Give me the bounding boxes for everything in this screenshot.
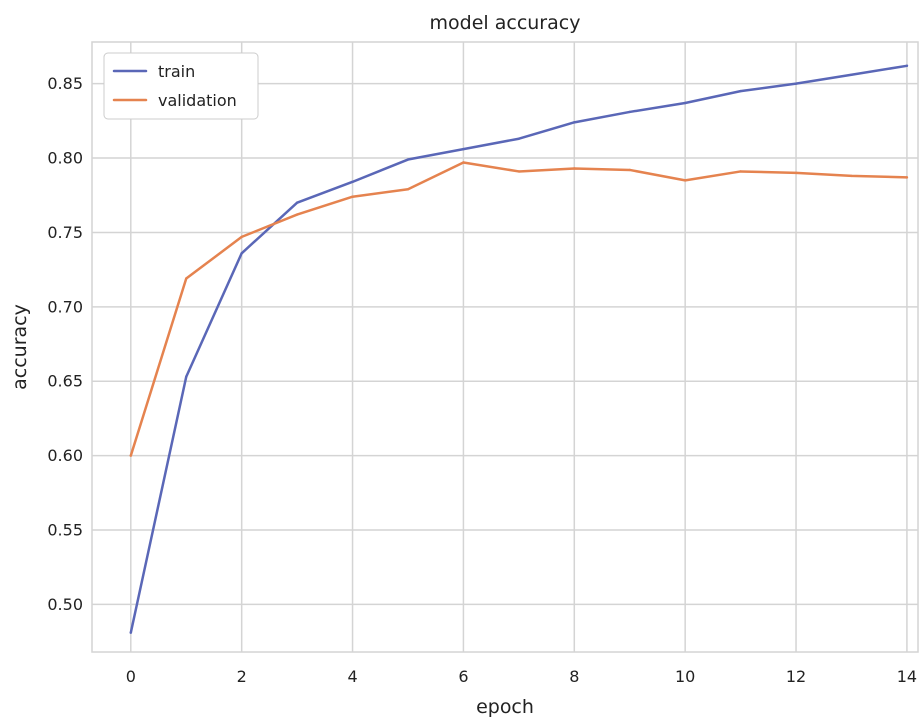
chart-title: model accuracy (430, 12, 581, 34)
data-point-train (683, 101, 687, 105)
x-tick-label: 14 (897, 667, 917, 686)
x-tick-label: 2 (237, 667, 247, 686)
y-tick-label: 0.85 (47, 74, 83, 93)
data-point-validation (683, 179, 687, 182)
data-point-validation (573, 167, 576, 170)
plot-area-frame (91, 41, 919, 653)
x-tick-label: 0 (126, 667, 136, 686)
data-point-train (573, 121, 576, 124)
data-point-validation (240, 235, 243, 239)
data-point-train (185, 375, 188, 378)
series-layer (129, 64, 909, 634)
data-point-validation (850, 174, 853, 178)
y-tick-label: 0.80 (47, 149, 83, 168)
data-point-train (628, 110, 631, 114)
data-point-train (905, 64, 909, 68)
tick-label-layer: 0.50 0.55 0.60 0.65 0.70 0.75 0.80 0.85 0 2 4 6 8 10 1… (47, 74, 917, 686)
x-axis-title: epoch (476, 696, 534, 718)
series-line-train (129, 64, 909, 634)
data-point-validation (517, 170, 521, 173)
data-point-validation (739, 170, 742, 173)
data-point-train (739, 89, 742, 93)
data-point-train (794, 82, 798, 85)
x-tick-label: 4 (347, 667, 357, 686)
y-tick-label: 0.70 (47, 297, 83, 316)
data-point-validation (794, 171, 798, 175)
y-tick-label: 0.65 (47, 372, 83, 391)
y-tick-label: 0.60 (47, 446, 83, 465)
grid-layer (92, 42, 918, 652)
legend: train validation (103, 52, 259, 120)
data-point-train (850, 73, 853, 76)
y-tick-label: 0.50 (47, 595, 83, 614)
data-point-validation (628, 168, 631, 172)
legend-label-train: train (158, 62, 195, 81)
data-point-validation (406, 188, 410, 191)
data-point-train (295, 201, 299, 204)
data-point-train (129, 631, 133, 634)
legend-box (103, 52, 259, 120)
legend-label-validation: validation (158, 91, 237, 110)
data-point-train (462, 147, 465, 151)
y-axis-title: accuracy (9, 304, 31, 390)
data-point-validation (185, 277, 188, 280)
x-tick-label: 10 (675, 667, 695, 686)
data-point-train (240, 252, 243, 255)
data-point-validation (351, 195, 354, 198)
data-point-validation (462, 161, 465, 164)
series-line-validation (129, 161, 909, 457)
data-point-train (517, 137, 521, 140)
data-point-train (351, 180, 354, 184)
y-tick-label: 0.55 (47, 521, 83, 540)
data-point-validation (905, 176, 909, 179)
x-tick-label: 6 (458, 667, 468, 686)
data-point-validation (295, 213, 299, 216)
data-point-validation (129, 454, 133, 457)
x-tick-label: 12 (786, 667, 806, 686)
x-tick-label: 8 (569, 667, 579, 686)
data-point-train (406, 158, 410, 161)
y-tick-label: 0.75 (47, 223, 83, 242)
